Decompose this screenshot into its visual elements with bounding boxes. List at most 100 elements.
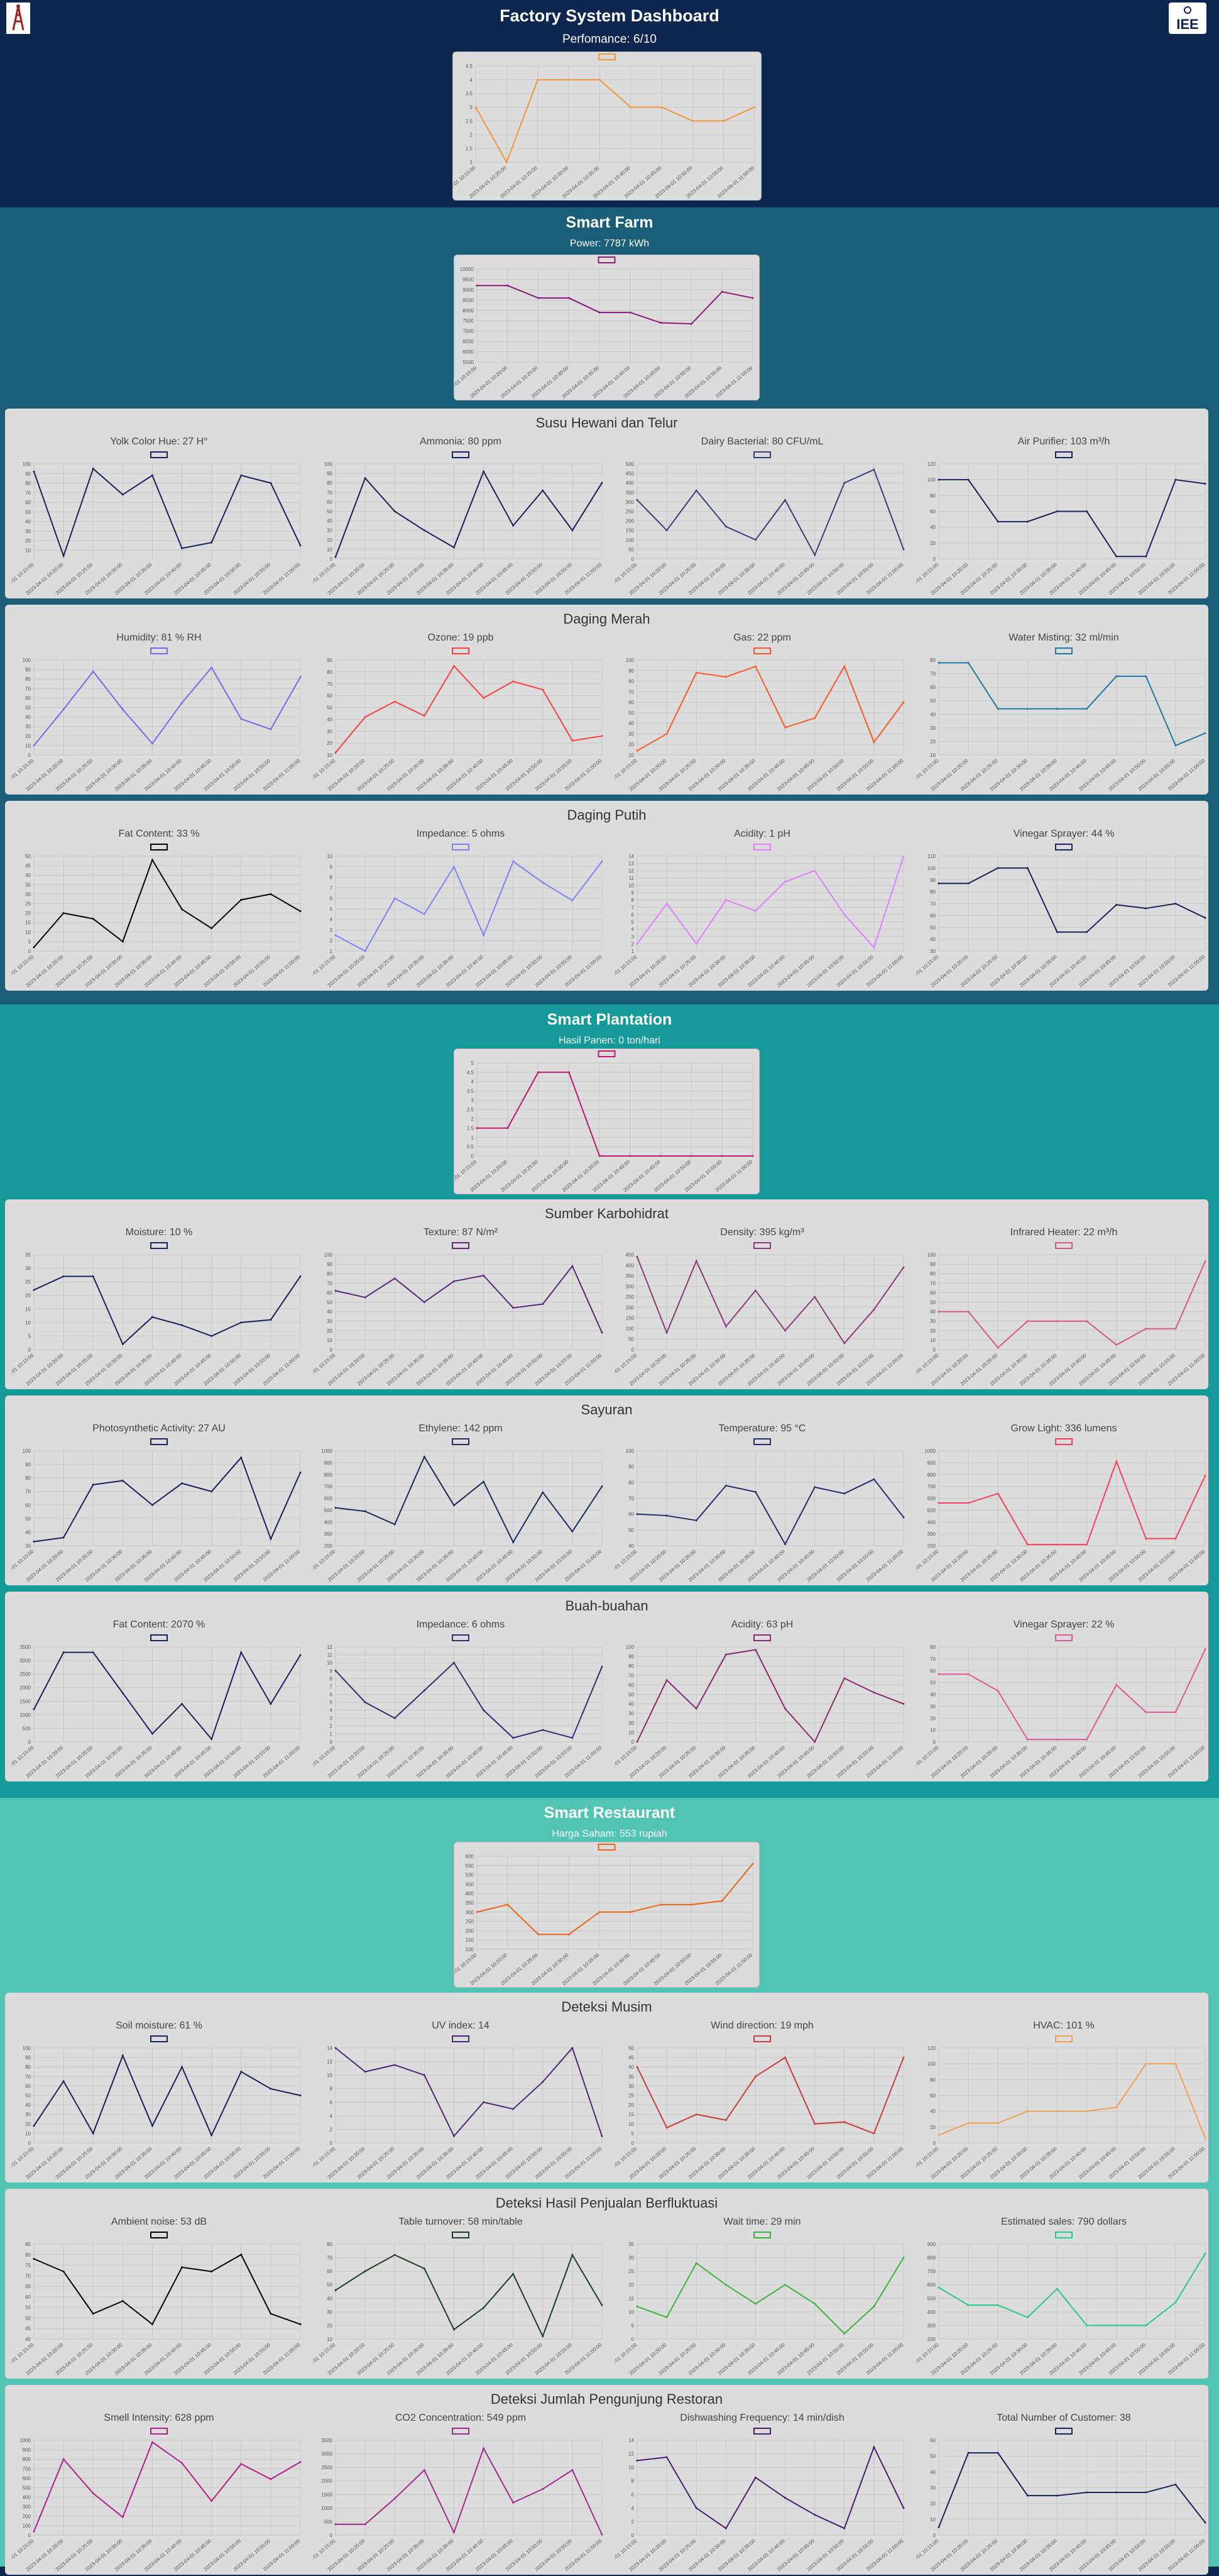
sensor-line-chart: 30 40 50 60 70 80 90 100 110 2023-04-01 10:15:00 2… <box>900 842 1211 989</box>
sensor-chart-label: Photosynthetic Activity: 27 AU <box>92 1423 226 1434</box>
data-point <box>665 2456 668 2458</box>
data-point <box>1056 1738 1058 1741</box>
data-point <box>784 1543 787 1545</box>
y-tick-label: 45 <box>628 2055 634 2061</box>
y-tick-label: 0 <box>631 2140 635 2146</box>
data-point <box>62 554 65 557</box>
y-tick-label: 20 <box>327 2323 332 2328</box>
legend-swatch <box>150 1242 168 1249</box>
y-tick-label: 70 <box>930 1280 936 1286</box>
sensor-chart: HVAC: 101 % 0 20 40 60 80 100 120 2023-04-01 10… <box>900 2020 1211 2181</box>
y-tick-label: 40 <box>628 1702 634 1707</box>
data-point <box>691 119 694 122</box>
y-tick-label: 2 <box>631 2519 635 2524</box>
data-point <box>240 898 243 901</box>
data-point <box>299 2461 302 2463</box>
data-point <box>33 1289 35 1291</box>
data-point <box>62 2271 65 2273</box>
y-tick-label: 30 <box>930 949 936 954</box>
sensor-chart-label: Fat Content: 2070 % <box>112 1619 205 1630</box>
sensor-line-chart: 0 10 20 30 40 50 60 70 80 90 100 2023-04-01 10:15:0… <box>0 2034 307 2181</box>
section-main-chart: 5500 6000 6500 7000 7500 8000 8500 9000 9500 1000… <box>439 255 760 400</box>
y-tick-label: 200 <box>626 519 635 524</box>
y-tick-label: 40 <box>25 519 31 525</box>
y-tick-label: 3500 <box>19 1644 31 1650</box>
data-point <box>334 1670 337 1672</box>
panel-title: Deteksi Hasil Penjualan Berfluktuasi <box>495 2195 718 2211</box>
data-point <box>997 1492 999 1495</box>
data-point <box>601 1665 603 1668</box>
data-point <box>1056 708 1058 710</box>
data-point <box>814 1741 816 1743</box>
data-point <box>843 1677 846 1680</box>
data-point <box>814 2514 816 2516</box>
data-point <box>334 556 337 558</box>
y-tick-label: 0 <box>28 949 31 954</box>
y-tick-label: 400 <box>466 1891 474 1896</box>
legend-swatch <box>452 2035 469 2042</box>
panel-title: Susu Hewani dan Telur <box>535 415 678 431</box>
y-tick-label: 0.5 <box>467 1144 474 1150</box>
sensor-chart-label: Smell Intensity: 628 ppm <box>104 2413 214 2423</box>
data-point <box>210 2134 213 2137</box>
data-point <box>270 1319 272 1321</box>
data-point <box>334 751 337 754</box>
y-tick-label: 80 <box>930 889 936 895</box>
data-point <box>364 1510 366 1512</box>
data-point <box>814 869 816 872</box>
legend-swatch <box>753 1634 771 1641</box>
y-tick-label: 4 <box>471 1079 474 1085</box>
y-tick-label: 80 <box>628 1480 634 1485</box>
y-tick-label: 30 <box>628 2255 634 2261</box>
y-tick-label: 90 <box>930 1262 936 1267</box>
data-point <box>1204 1260 1206 1263</box>
data-point <box>997 1346 999 1349</box>
data-point <box>452 2328 455 2331</box>
y-tick-label: 30 <box>25 891 31 897</box>
data-point <box>752 1863 754 1865</box>
sensor-chart: Photosynthetic Activity: 27 AU 30 40 50 60 7… <box>0 1423 307 1583</box>
data-point <box>1026 1543 1029 1546</box>
iee-logo: IEE <box>1169 3 1206 34</box>
sensor-chart: Dishwashing Frequency: 14 min/dish 0 2 4 6 8… <box>599 2413 910 2573</box>
sensor-chart-label: Acidity: 63 pH <box>731 1619 794 1630</box>
data-point <box>754 910 757 912</box>
y-tick-label: 7000 <box>462 329 474 334</box>
data-point <box>636 1255 638 1258</box>
y-tick-label: 200 <box>927 1543 936 1549</box>
data-point <box>151 1504 153 1506</box>
y-tick-label: 40 <box>327 519 332 524</box>
subsystem-panel: Sumber Karbohidrat Moisture: 10 % 0 5 10 15… <box>0 1199 1208 1389</box>
y-tick-label: 300 <box>626 1284 635 1289</box>
y-tick-label: 2 <box>471 1116 474 1122</box>
y-tick-label: 3.5 <box>466 91 473 97</box>
y-tick-label: 20 <box>930 739 936 744</box>
data-point <box>1056 1320 1058 1323</box>
legend-swatch <box>598 256 616 263</box>
data-point <box>92 670 94 673</box>
data-point <box>873 468 875 471</box>
data-point <box>724 2527 727 2529</box>
data-point <box>423 913 425 915</box>
y-tick-label: 800 <box>927 1472 936 1478</box>
data-point <box>181 702 183 704</box>
y-tick-label: 6000 <box>462 350 474 355</box>
y-tick-label: 7500 <box>462 318 474 324</box>
data-point <box>537 1933 540 1935</box>
data-point <box>423 2267 425 2270</box>
y-tick-label: 75 <box>25 2263 31 2269</box>
sensor-line-chart: 0 10 20 30 40 50 60 70 80 2023-04-01 10:15:00 2023… <box>900 1633 1211 1780</box>
data-point <box>997 2122 999 2125</box>
data-point <box>512 680 515 683</box>
y-tick-label: 90 <box>25 1462 31 1468</box>
performance-label: Perfomance: 6/10 <box>562 33 657 46</box>
y-tick-label: 100 <box>324 1252 333 1258</box>
y-tick-label: 600 <box>927 1496 936 1502</box>
data-point <box>695 1707 697 1710</box>
y-tick-label: 1000 <box>19 2438 31 2443</box>
sensor-chart: Water Misting: 32 ml/min 10 20 30 40 50 60 70 8… <box>900 632 1211 793</box>
sensor-line-chart: 1 2 3 4 5 6 7 8 9 10 11 12 13 14 2023-04-01 10:15:00 20… <box>599 842 910 989</box>
sensor-chart: Fat Content: 2070 % 0 500 1000 1500 2000 2500… <box>0 1619 307 1780</box>
